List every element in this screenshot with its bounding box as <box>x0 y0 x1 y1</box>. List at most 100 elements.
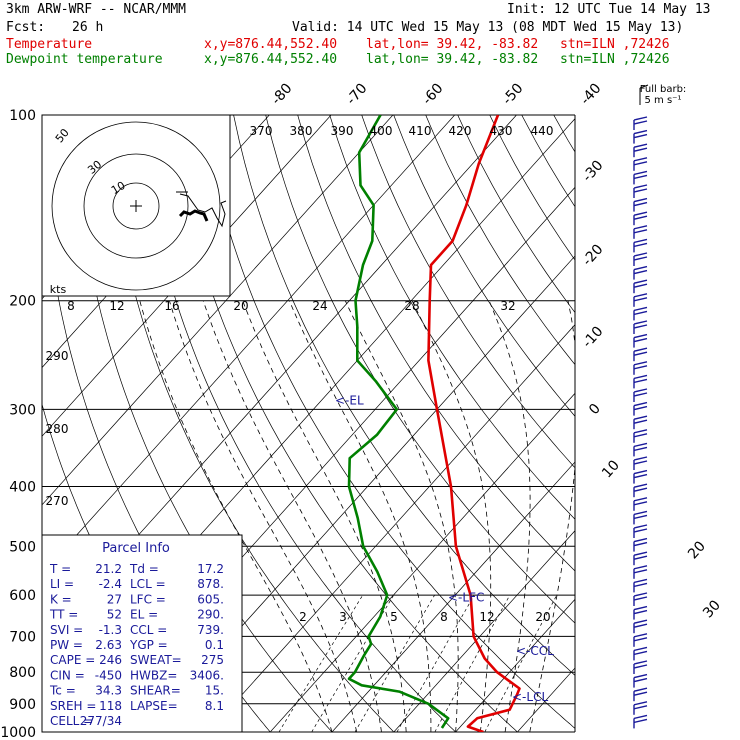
moist-adiabat <box>529 300 575 732</box>
wind-barb-flag <box>633 265 648 271</box>
wind-barb <box>633 578 648 593</box>
dewpoint-station: stn=ILN ,72426 <box>560 52 670 67</box>
wind-barb-flag <box>633 446 648 452</box>
wind-barb-flag <box>633 510 648 516</box>
wind-barb <box>633 157 648 171</box>
theta-label: 290 <box>46 349 69 363</box>
isotherm <box>331 461 575 732</box>
wind-barb <box>633 456 648 470</box>
isotherm-label: 20 <box>685 538 709 562</box>
wind-barb <box>633 279 648 294</box>
parcel-label: SWEAT= <box>130 653 182 667</box>
wind-barb-flag <box>633 333 648 339</box>
wind-barb-flag <box>633 347 648 352</box>
wind-barb <box>633 374 648 389</box>
parcel-box-frame <box>41 534 243 733</box>
wind-barb <box>633 361 648 375</box>
mixing-ratio-label: 8 <box>440 610 448 624</box>
isotherm <box>207 324 575 732</box>
parcel-label: LCL = <box>130 577 166 591</box>
isotherm-label: -30 <box>579 157 606 185</box>
parcel-info-box: Parcel Info T = 21.2 Td = 17.2 LI = -2.4 LCL = 8… <box>41 534 243 733</box>
isotherm <box>42 115 332 437</box>
isotherm-label: 10 <box>599 457 623 481</box>
wind-barb-flag <box>633 528 648 533</box>
isotherm <box>567 101 740 740</box>
wind-barb-flag <box>633 537 648 543</box>
hodograph-kts-label: kts <box>50 283 67 296</box>
theta-label: 430 <box>490 124 513 138</box>
wind-barb <box>633 129 648 144</box>
hodograph-speed-label: 24 <box>312 299 327 313</box>
wind-barb-flag <box>633 419 648 424</box>
init-time: Init: 12 UTC Tue 14 May 13 <box>507 2 711 17</box>
dry-adiabat <box>361 115 575 469</box>
parcel-label: CELL = <box>50 714 93 728</box>
pressure-label: 1000 <box>0 725 36 740</box>
parcel-value: 878. <box>197 577 224 591</box>
wind-barb-flag <box>633 201 648 207</box>
wind-barb <box>633 701 648 715</box>
wind-barb-flag <box>633 215 648 220</box>
parcel-value: 3406. <box>190 668 224 682</box>
isotherm <box>269 392 575 732</box>
wind-barb-flag <box>633 691 648 696</box>
dry-adiabat <box>425 115 575 366</box>
parcel-value: 21.2 <box>95 562 122 576</box>
wind-barb-flag <box>633 392 648 397</box>
wind-barb-flag <box>633 687 648 692</box>
mixing-ratio-label: 12 <box>479 610 494 624</box>
parcel-value: 17.2 <box>197 562 224 576</box>
wind-barb-flag <box>633 582 648 588</box>
wind-barb-flag <box>633 415 648 420</box>
wind-barb-flag <box>633 378 648 384</box>
model-title: 3km ARW-WRF -- NCAR/MMM <box>6 2 187 17</box>
forecast-label: Fcst: <box>6 20 46 35</box>
isotherm-label: -80 <box>268 80 295 108</box>
wind-barb <box>633 497 648 511</box>
mixing-ratio-label: 5 <box>390 610 398 624</box>
isotherm-label: -70 <box>343 80 370 108</box>
dry-adiabat <box>393 115 575 417</box>
parcel-value: 605. <box>197 592 224 606</box>
pressure-label: 900 <box>9 697 36 713</box>
wind-barb <box>633 211 648 226</box>
dry-adiabat <box>169 115 518 732</box>
wind-barb-flag <box>633 514 648 520</box>
wind-barb-flag <box>633 310 648 316</box>
wind-barb-flag <box>633 501 648 506</box>
wind-barb <box>633 442 648 457</box>
wind-barb-flag <box>633 242 648 248</box>
mixing-ratio-label: 20 <box>535 610 550 624</box>
dry-adiabat <box>329 115 575 520</box>
parcel-value: 2.63 <box>95 638 122 652</box>
wind-legend-barb <box>639 84 649 89</box>
hodograph-ring <box>112 182 160 230</box>
parcel-label: Tc = <box>49 684 76 698</box>
wind-barb-flag <box>633 256 648 261</box>
isotherm <box>455 598 575 732</box>
parcel-value: -1.3 <box>99 623 122 637</box>
wind-barb <box>633 306 648 321</box>
wind-barb-flag <box>633 337 648 343</box>
hodograph-trace <box>179 193 227 228</box>
wind-barb-flag <box>633 469 648 475</box>
dewpoint-xy: x,y=876.44,552.40 <box>204 52 338 67</box>
wind-barb-flag <box>633 677 648 683</box>
level-marker: <-CCL <box>516 644 554 658</box>
wind-barb-flag <box>633 524 648 529</box>
parcel-label: CAPE = <box>50 653 95 667</box>
sounding-header: 3km ARW-WRF -- NCAR/MMM Init: 12 UTC Tue… <box>0 0 740 70</box>
theta-label: 280 <box>46 422 69 436</box>
parcel-label: SREH = <box>50 699 96 713</box>
isotherm <box>393 530 575 732</box>
wind-barb-flag <box>633 592 648 597</box>
wind-legend-title: Full barb: <box>640 84 687 95</box>
wind-barb-flag <box>633 120 648 125</box>
wind-barb-flag <box>633 637 648 642</box>
level-marker: <-LFC <box>448 590 484 604</box>
moist-adiabat <box>139 300 333 732</box>
wind-barb-flag <box>633 555 648 560</box>
